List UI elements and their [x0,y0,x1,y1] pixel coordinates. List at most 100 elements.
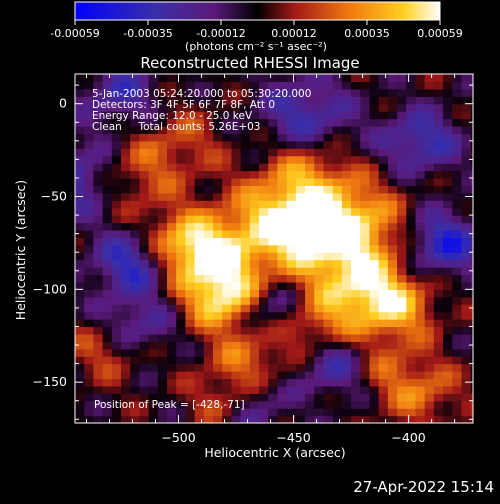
heatmap-cell [194,363,205,372]
heatmap-cell [470,207,473,216]
heatmap-cell [240,341,251,350]
heatmap-cell [397,244,407,253]
heatmap-cell [130,348,141,357]
heatmap-cell [387,81,398,90]
heatmap-cell [397,148,407,157]
heatmap-cell [351,111,361,120]
heatmap-cell [111,274,122,283]
heatmap-cell [222,274,233,283]
heatmap-cell [295,96,306,105]
heatmap-cell [249,88,260,97]
heatmap-cell [84,185,95,194]
heatmap-cell [121,326,131,335]
heatmap-cell [268,215,279,224]
heatmap-cell [148,348,159,357]
heatmap-cell [194,326,205,335]
heatmap-cell [240,74,251,83]
heatmap-cell [93,371,104,380]
heatmap-cell [305,200,315,209]
heatmap-cell [461,289,472,298]
heatmap-cell [424,170,435,179]
heatmap-cell [194,348,205,357]
heatmap-cell [167,111,177,120]
heatmap-cell [268,96,279,105]
heatmap-cell [75,267,85,276]
heatmap-cell [176,118,187,127]
heatmap-cell [130,192,141,201]
heatmap-cell [378,319,389,328]
heatmap-cell [167,415,177,423]
heatmap-cell [231,259,242,268]
heatmap-cell [139,215,150,224]
heatmap-cell [185,244,196,253]
heatmap-cell [314,304,325,313]
heatmap-cell [378,148,389,157]
heatmap-cell [341,88,352,97]
heatmap-cell [314,140,325,149]
heatmap-cell [286,148,297,157]
heatmap-cell [443,319,453,328]
footer-date: 27-Apr-2022 15:14 [353,478,494,496]
heatmap-cell [84,118,95,127]
heatmap-cell [286,319,297,328]
heatmap-cell [295,177,306,186]
heatmap-cell [397,281,407,290]
heatmap-cell [305,378,315,387]
heatmap-cell [231,163,242,172]
heatmap-cell [332,125,343,135]
heatmap-cell [323,267,334,276]
heatmap-cell [222,170,233,179]
heatmap-cell [130,333,141,342]
heatmap-cell [470,289,473,298]
heatmap-cell [240,163,251,172]
heatmap-cell [433,304,444,313]
heatmap-cell [360,393,371,402]
heatmap-cell [194,259,205,268]
heatmap-cell [433,185,444,194]
heatmap-cell [102,237,113,246]
heatmap-cell [185,371,196,380]
heatmap-cell [314,415,325,423]
heatmap-cell [433,163,444,172]
heatmap-cell [277,289,288,298]
heatmap-cell [213,192,223,201]
heatmap-cell [240,155,251,164]
heatmap-cell [397,155,407,164]
heatmap-cell [351,289,361,298]
heatmap-cell [75,215,85,224]
heatmap-cell [452,148,463,157]
heatmap-cell [102,378,113,387]
heatmap-cell [93,415,104,423]
heatmap-cell [397,304,407,313]
heatmap-cell [406,319,417,328]
heatmap-cell [167,118,177,127]
heatmap-cell [222,207,233,216]
heatmap-cell [111,304,122,313]
heatmap-cell [148,103,159,112]
heatmap-cell [470,244,473,253]
heatmap-cell [139,140,150,149]
heatmap-cell [397,237,407,246]
heatmap-cell [240,400,251,409]
heatmap-cell [433,125,444,135]
heatmap-cell [111,267,122,276]
heatmap-cell [424,148,435,157]
heatmap-cell [75,177,85,186]
heatmap-cell [323,96,334,105]
heatmap-cell [111,385,122,394]
heatmap-cell [314,125,325,135]
heatmap-cell [75,222,85,231]
heatmap-cell [397,140,407,149]
heatmap-cell [176,371,187,380]
heatmap-cell [148,326,159,335]
heatmap-cell [259,177,269,186]
heatmap-cell [231,125,242,135]
heatmap-cell [240,244,251,253]
heatmap-cell [157,192,168,201]
heatmap-cell [176,244,187,253]
heatmap-cell [203,229,214,238]
heatmap-cell [397,177,407,186]
heatmap-cell [443,341,453,350]
heatmap-cell [203,415,214,423]
